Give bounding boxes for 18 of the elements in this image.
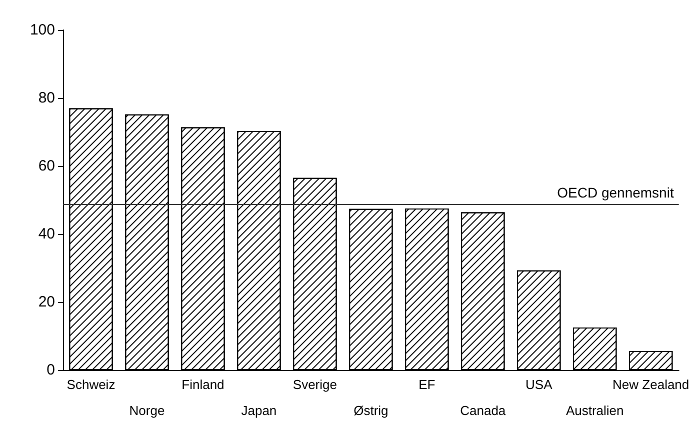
- y-tick-label: 100: [30, 22, 55, 38]
- ref-line-label: OECD gennemsnit: [557, 184, 674, 200]
- y-tick-label: 20: [38, 294, 55, 310]
- x-tick-label: Canada: [460, 403, 506, 418]
- y-tick-label: 80: [38, 90, 55, 106]
- x-tick-label: Japan: [241, 403, 277, 418]
- y-tick-label: 60: [38, 158, 55, 174]
- y-tick-label: 40: [38, 226, 55, 242]
- x-tick-label: Australien: [566, 403, 624, 418]
- x-tick-label: Schweiz: [66, 377, 116, 392]
- x-tick-label: New Zealand: [612, 377, 690, 392]
- x-tick-label: EF: [418, 377, 436, 392]
- x-tick-label: USA: [526, 377, 553, 392]
- x-tick-label: Sverige: [292, 377, 337, 392]
- y-tick-label: 0: [46, 362, 55, 378]
- x-tick-label: Norge: [129, 403, 165, 418]
- x-tick-label: Finland: [182, 377, 224, 392]
- x-tick-label: Østrig: [354, 403, 388, 418]
